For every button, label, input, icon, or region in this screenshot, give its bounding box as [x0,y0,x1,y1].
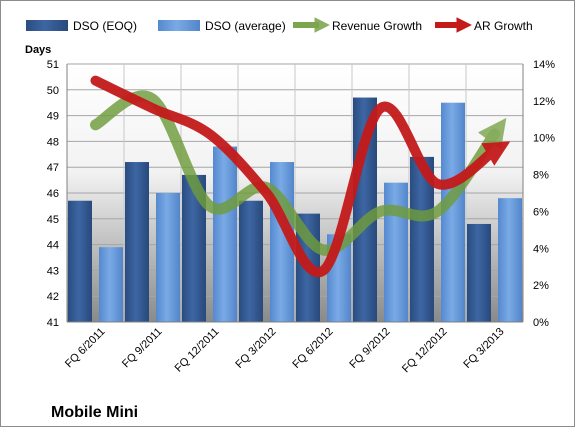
y-right-tick-12: 12% [533,96,555,108]
y-left-tick-41: 41 [47,317,59,329]
legend-label-dso-average: DSO (average) [205,19,286,33]
y-left-tick-51: 51 [47,59,59,71]
bar-dso-eoq-0 [68,200,92,322]
bar-dso-eoq-7 [467,223,491,322]
x-tick-6: FQ 12/2012 [400,326,450,376]
x-tick-0: FQ 6/2011 [63,326,108,371]
bar-dso-average-0 [99,247,123,322]
x-tick-4: FQ 6/2012 [290,326,335,371]
axes [66,64,524,323]
y-left-tick-47: 47 [47,162,59,174]
legend-label-revenue-growth: Revenue Growth [332,19,422,33]
bar-dso-average-1 [156,193,180,322]
x-tick-1: FQ 9/2011 [120,326,165,371]
bars [68,97,522,322]
y-axis-left-ticks: 41 42 43 44 45 46 47 48 49 50 51 [47,59,59,329]
y-right-tick-14: 14% [533,59,555,71]
y-axis-right-ticks: 0% 2% 4% 6% 8% 10% 12% 14% [533,59,555,329]
x-tick-5: FQ 9/2012 [347,326,392,371]
y-left-tick-43: 43 [47,265,59,277]
bar-dso-average-2 [213,146,237,322]
x-tick-2: FQ 12/2011 [173,326,222,375]
y-right-tick-6: 6% [533,206,549,218]
y-left-tick-44: 44 [47,240,59,252]
y-left-tick-46: 46 [47,188,59,200]
y-right-tick-0: 0% [533,317,549,329]
y-axis-left-title: Days [25,44,51,56]
y-left-tick-50: 50 [47,85,59,97]
y-right-tick-8: 8% [533,170,549,182]
legend: DSO (EOQ) DSO (average) Revenue Growth A… [26,17,533,33]
y-right-tick-4: 4% [533,243,549,255]
growth-lines [90,75,511,278]
y-left-tick-49: 49 [47,111,59,123]
y-right-tick-10: 10% [533,133,555,145]
x-tick-3: FQ 3/2012 [233,326,278,371]
y-left-tick-45: 45 [47,214,59,226]
bar-dso-eoq-1 [125,162,149,322]
legend-swatch-dso-eoq [26,20,68,31]
x-axis-ticks: FQ 6/2011 FQ 9/2011 FQ 12/2011 FQ 3/2012 FQ … [63,326,507,376]
y-left-tick-48: 48 [47,136,59,148]
y-right-tick-2: 2% [533,280,549,292]
bar-dso-average-7 [498,198,522,322]
x-tick-7: FQ 3/2013 [461,326,506,371]
bar-dso-eoq-3 [239,200,263,322]
y-left-tick-42: 42 [47,291,59,303]
line-ar-growth [90,75,511,278]
legend-swatch-dso-average [158,20,200,31]
company-label: Mobile Mini [51,404,138,421]
legend-label-dso-eoq: DSO (EOQ) [73,19,137,33]
bar-dso-average-5 [384,182,408,322]
legend-label-ar-growth: AR Growth [474,19,533,33]
